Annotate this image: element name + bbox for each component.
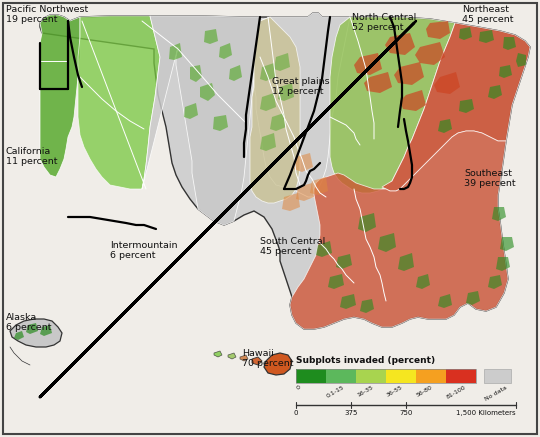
Polygon shape bbox=[398, 253, 414, 271]
Polygon shape bbox=[290, 131, 508, 329]
Text: Subplots invaded (percent): Subplots invaded (percent) bbox=[296, 356, 435, 365]
Polygon shape bbox=[278, 83, 294, 101]
Polygon shape bbox=[240, 355, 248, 361]
Polygon shape bbox=[228, 353, 236, 359]
Polygon shape bbox=[270, 113, 286, 131]
Polygon shape bbox=[496, 257, 510, 271]
Text: Southeast
39 percent: Southeast 39 percent bbox=[464, 169, 516, 188]
Polygon shape bbox=[310, 177, 328, 195]
Polygon shape bbox=[500, 237, 514, 251]
Bar bbox=[296, 369, 476, 383]
Polygon shape bbox=[200, 83, 215, 101]
Text: South Central
45 percent: South Central 45 percent bbox=[260, 237, 325, 257]
Polygon shape bbox=[438, 119, 452, 133]
Polygon shape bbox=[330, 17, 455, 193]
Polygon shape bbox=[516, 53, 526, 67]
Polygon shape bbox=[340, 294, 356, 309]
Polygon shape bbox=[229, 65, 242, 81]
Text: North Central
52 percent: North Central 52 percent bbox=[352, 13, 416, 32]
Text: 81-100: 81-100 bbox=[446, 385, 467, 400]
Text: 56-80: 56-80 bbox=[416, 385, 434, 398]
Polygon shape bbox=[213, 115, 228, 131]
Text: Alaska
6 percent: Alaska 6 percent bbox=[6, 313, 51, 333]
Polygon shape bbox=[488, 85, 502, 99]
Polygon shape bbox=[400, 90, 426, 111]
Polygon shape bbox=[250, 17, 300, 203]
Polygon shape bbox=[296, 183, 314, 201]
Polygon shape bbox=[142, 16, 260, 225]
Text: No data: No data bbox=[484, 385, 508, 402]
Text: 750: 750 bbox=[399, 410, 413, 416]
Bar bbox=[416, 369, 446, 383]
Bar bbox=[446, 369, 476, 383]
Polygon shape bbox=[78, 16, 160, 189]
Polygon shape bbox=[169, 43, 182, 60]
Polygon shape bbox=[274, 53, 290, 71]
Text: Northeast
45 percent: Northeast 45 percent bbox=[462, 5, 514, 24]
Text: 375: 375 bbox=[345, 410, 357, 416]
Polygon shape bbox=[459, 27, 472, 40]
Polygon shape bbox=[385, 33, 415, 55]
Polygon shape bbox=[394, 62, 424, 85]
Polygon shape bbox=[316, 241, 332, 257]
Text: 1,500 Kilometers: 1,500 Kilometers bbox=[456, 410, 516, 416]
Polygon shape bbox=[360, 299, 374, 313]
Polygon shape bbox=[488, 275, 502, 289]
Text: Great plains
12 percent: Great plains 12 percent bbox=[272, 77, 329, 97]
Polygon shape bbox=[260, 63, 276, 81]
Polygon shape bbox=[479, 30, 494, 43]
Polygon shape bbox=[252, 357, 262, 365]
Polygon shape bbox=[415, 42, 445, 65]
Polygon shape bbox=[204, 29, 218, 44]
Polygon shape bbox=[190, 65, 202, 82]
Polygon shape bbox=[260, 93, 276, 111]
Polygon shape bbox=[499, 65, 512, 78]
Polygon shape bbox=[260, 133, 276, 151]
Text: 0.1-15: 0.1-15 bbox=[326, 385, 346, 399]
Polygon shape bbox=[10, 319, 62, 347]
Polygon shape bbox=[26, 323, 38, 334]
Bar bbox=[356, 369, 386, 383]
Polygon shape bbox=[294, 153, 313, 172]
Polygon shape bbox=[40, 13, 530, 329]
Polygon shape bbox=[438, 294, 452, 308]
Polygon shape bbox=[354, 53, 382, 75]
Polygon shape bbox=[426, 21, 450, 39]
Polygon shape bbox=[358, 213, 376, 232]
Polygon shape bbox=[264, 353, 292, 375]
Polygon shape bbox=[416, 274, 430, 289]
Text: Hawaii
70 percent: Hawaii 70 percent bbox=[242, 349, 294, 368]
Polygon shape bbox=[364, 72, 392, 93]
Polygon shape bbox=[459, 99, 474, 113]
Polygon shape bbox=[40, 15, 80, 177]
Polygon shape bbox=[492, 207, 506, 221]
Polygon shape bbox=[503, 37, 516, 50]
Polygon shape bbox=[382, 23, 530, 191]
Polygon shape bbox=[378, 233, 396, 252]
Text: California
11 percent: California 11 percent bbox=[6, 147, 57, 166]
Polygon shape bbox=[219, 43, 232, 59]
Polygon shape bbox=[282, 193, 300, 211]
Text: 16-35: 16-35 bbox=[356, 385, 374, 398]
Polygon shape bbox=[336, 254, 352, 269]
Text: 0: 0 bbox=[294, 410, 298, 416]
Text: 36-55: 36-55 bbox=[386, 385, 404, 398]
Polygon shape bbox=[214, 351, 222, 357]
Polygon shape bbox=[328, 274, 344, 289]
Polygon shape bbox=[434, 72, 460, 94]
Polygon shape bbox=[254, 13, 350, 197]
Text: Pacific Northwest
19 percent: Pacific Northwest 19 percent bbox=[6, 5, 88, 24]
Polygon shape bbox=[14, 331, 24, 340]
Polygon shape bbox=[184, 103, 198, 119]
Text: Intermountain
6 percent: Intermountain 6 percent bbox=[110, 241, 178, 260]
Polygon shape bbox=[466, 291, 480, 305]
Bar bbox=[326, 369, 356, 383]
Polygon shape bbox=[40, 325, 52, 336]
Bar bbox=[484, 369, 511, 383]
Text: 0: 0 bbox=[296, 385, 302, 391]
Bar bbox=[386, 369, 416, 383]
Bar bbox=[296, 369, 326, 383]
